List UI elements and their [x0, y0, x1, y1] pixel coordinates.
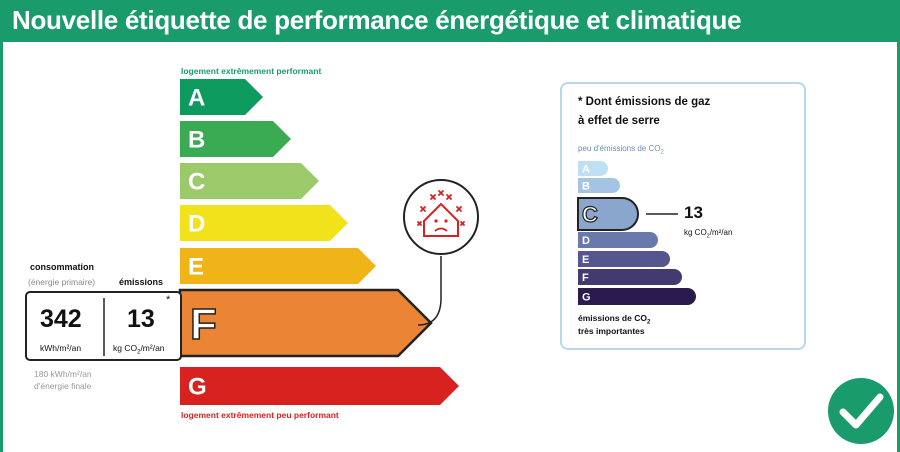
consumption-header: consommation	[30, 262, 95, 272]
consumption-subheader: (énergie primaire)	[28, 277, 96, 287]
final-energy-label: d'énergie finale	[34, 381, 92, 391]
house-connector	[417, 256, 442, 326]
check-icon	[839, 393, 884, 429]
frame-left-border	[0, 42, 3, 452]
ges-top-label: peu d'émissions de CO2	[578, 144, 664, 156]
consumption-value: 342	[40, 305, 82, 333]
ges-letter-d: D	[582, 235, 590, 247]
dpe-letter-a: A	[188, 85, 205, 112]
house-pollution-icon	[403, 179, 479, 255]
ges-letter-c: C	[582, 202, 598, 227]
final-energy-value: 180 kWh/m²/an	[34, 369, 92, 379]
dpe-bottom-label: logement extrêmement peu performant	[181, 410, 339, 420]
emissions-value: 13	[127, 305, 155, 333]
emissions-header: émissions	[119, 277, 164, 287]
frame-right-border	[897, 42, 900, 452]
emissions-asterisk: *	[166, 294, 171, 306]
dpe-letter-d: D	[188, 211, 205, 238]
consumption-unit: kWh/m²/an	[40, 343, 82, 353]
check-badge	[828, 378, 894, 444]
ges-class-g: G	[578, 288, 696, 305]
dpe-top-label: logement extrêmement performant	[181, 66, 322, 76]
dpe-class-g: G	[180, 367, 459, 405]
emissions-unit: kg CO2/m²/an	[113, 343, 165, 356]
page-title: Nouvelle étiquette de performance énergé…	[12, 5, 742, 35]
dpe-class-c: C	[180, 163, 319, 199]
ges-letter-e: E	[582, 254, 589, 266]
dpe-letter-f: F	[190, 300, 217, 349]
ges-class-b: B	[578, 178, 621, 193]
ges-title-line1: * Dont émissions de gaz	[578, 96, 711, 108]
ges-letter-a: A	[582, 164, 590, 176]
dpe-class-a: A	[180, 79, 263, 115]
ges-value: 13	[684, 203, 703, 222]
ges-letter-g: G	[582, 292, 591, 304]
ges-class-e: E	[578, 251, 670, 267]
dpe-class-d: D	[180, 205, 348, 241]
dpe-letter-c: C	[188, 169, 205, 196]
ges-letter-f: F	[582, 272, 589, 284]
ges-class-d: D	[578, 232, 658, 248]
dpe-letter-g: G	[188, 374, 207, 401]
ges-title-line2: à effet de serre	[578, 115, 660, 127]
ges-bottom-label-line2: très importantes	[578, 326, 645, 336]
dpe-letter-e: E	[188, 254, 204, 281]
ges-letter-b: B	[582, 181, 590, 193]
dpe-class-e: E	[180, 248, 376, 284]
header-bar: Nouvelle étiquette de performance énergé…	[0, 0, 900, 42]
ges-bottom-label: émissions de CO2	[578, 313, 651, 326]
ges-class-c: C	[577, 197, 639, 231]
ges-class-f: F	[578, 269, 682, 285]
dpe-letter-b: B	[188, 127, 205, 154]
ges-class-a: A	[578, 161, 609, 176]
dpe-class-b: B	[180, 121, 291, 157]
ges-unit: kg CO2/m²/an	[684, 228, 733, 240]
